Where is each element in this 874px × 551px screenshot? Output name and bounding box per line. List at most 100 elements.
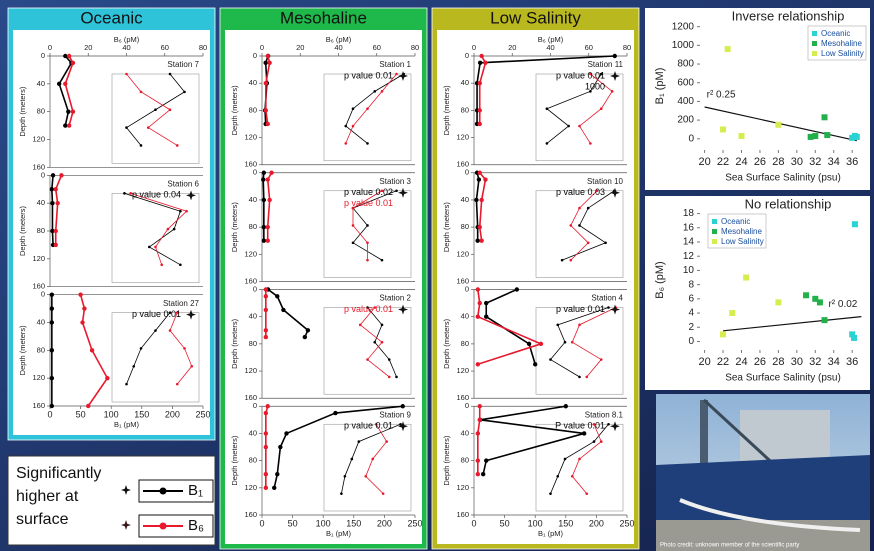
inset-point xyxy=(600,440,603,443)
profile-point xyxy=(264,445,268,449)
profile-point xyxy=(401,404,405,408)
inset-point xyxy=(179,210,182,213)
legend-label: Oceanic xyxy=(721,217,750,226)
profile-point xyxy=(264,472,268,476)
y-tick-label: 14 xyxy=(683,237,695,248)
profile-point xyxy=(63,54,67,58)
p-value: p value 0.01 xyxy=(344,198,393,208)
inset-point xyxy=(395,73,398,76)
inset-point xyxy=(352,224,355,227)
legend-entry: B₆ xyxy=(188,517,204,534)
scatter-point xyxy=(743,275,749,281)
y-tick-label: 18 xyxy=(683,208,695,219)
y-tick-label: 0 xyxy=(465,168,469,177)
profile-point xyxy=(474,198,478,202)
x-tick-label: 24 xyxy=(735,156,747,168)
column-title: Mesohaline xyxy=(280,8,367,27)
inset-frame xyxy=(112,193,199,282)
inset-point xyxy=(176,383,179,386)
profile-point xyxy=(90,348,94,352)
inset-point xyxy=(381,324,384,327)
inset-point xyxy=(578,376,581,379)
inset-point xyxy=(388,376,391,379)
y-tick-label: 120 xyxy=(456,483,469,492)
inset-point xyxy=(585,376,588,379)
x-tick-label: 100 xyxy=(528,518,543,528)
x-tick-label: 0 xyxy=(471,518,476,528)
y-tick-label: 80 xyxy=(461,456,469,465)
profile-point xyxy=(539,342,543,346)
scatter-point xyxy=(812,133,818,139)
scatter-point xyxy=(854,134,860,140)
inset-point xyxy=(556,475,559,478)
inset-point xyxy=(185,210,188,213)
legend-label: Low Salinity xyxy=(821,49,864,58)
chart-title: Inverse relationship xyxy=(732,8,845,23)
profile-point xyxy=(50,292,54,296)
legend-swatch xyxy=(712,219,717,224)
profile-point xyxy=(476,362,480,366)
inset-point xyxy=(176,144,179,147)
column-title: Oceanic xyxy=(80,8,143,27)
y-tick-label: 160 xyxy=(244,510,257,519)
p-value: p value 0.03 xyxy=(556,187,605,197)
x2-tick-label: 40 xyxy=(334,43,342,52)
x-tick-label: 26 xyxy=(754,356,766,368)
y-tick-label: 8 xyxy=(688,279,694,290)
profile-point xyxy=(477,177,481,181)
inset-frame xyxy=(324,74,411,161)
inset-point xyxy=(183,91,186,94)
y-tick-label: 80 xyxy=(37,226,45,235)
profile-point xyxy=(476,287,480,291)
profile-point xyxy=(478,81,482,85)
y-tick-label: 0 xyxy=(41,51,45,60)
scatter-point xyxy=(729,310,735,316)
y-tick-label: 1000 xyxy=(672,40,695,51)
inset-point xyxy=(373,90,376,93)
inset-point xyxy=(132,365,135,368)
y-tick-label: 160 xyxy=(456,510,469,519)
inset-point xyxy=(564,341,567,344)
inset-point xyxy=(148,246,151,249)
inset-point xyxy=(371,458,374,461)
profile-point xyxy=(267,198,271,202)
inset-point xyxy=(173,228,176,231)
inset-point xyxy=(546,107,549,110)
scatter-point xyxy=(822,317,828,323)
inset-point xyxy=(578,207,581,210)
inset-point xyxy=(587,242,590,245)
photo-credit: Photo credit: unknown member of the scie… xyxy=(660,543,799,549)
station-label: Station 4 xyxy=(591,294,623,303)
x-tick-label: 34 xyxy=(828,356,840,368)
x-tick-label: 28 xyxy=(772,356,784,368)
inset-point xyxy=(564,458,567,461)
x-tick-label: 250 xyxy=(195,409,210,419)
scatter-point xyxy=(775,299,781,305)
inset-point xyxy=(382,492,385,495)
x-tick-label: 250 xyxy=(619,518,634,528)
profile-point xyxy=(263,61,267,65)
inset-point xyxy=(352,242,355,245)
profile-point xyxy=(483,177,487,181)
p-value: p value 0.01 xyxy=(556,70,605,80)
x2-axis-label: B₆ (pM) xyxy=(538,35,564,44)
profile-point xyxy=(613,54,617,58)
legend-label: Mesohaline xyxy=(821,39,862,48)
y-tick-label: 0 xyxy=(465,401,469,410)
profile-point xyxy=(266,239,270,243)
profile-point xyxy=(264,431,268,435)
y-tick-label: 80 xyxy=(249,339,257,348)
inset-point xyxy=(571,341,574,344)
x-tick-label: 0 xyxy=(47,409,52,419)
profile-point xyxy=(50,404,54,408)
x-tick-label: 50 xyxy=(500,518,510,528)
legend-swatch xyxy=(712,229,717,234)
y-tick-label: 80 xyxy=(37,345,45,354)
profile-point xyxy=(582,431,586,435)
inset-point xyxy=(125,126,128,129)
profile-point xyxy=(266,54,270,58)
x2-tick-label: 20 xyxy=(84,43,92,52)
profile-point xyxy=(284,431,288,435)
scatter-point xyxy=(852,221,858,227)
x-tick-label: 26 xyxy=(754,156,766,168)
